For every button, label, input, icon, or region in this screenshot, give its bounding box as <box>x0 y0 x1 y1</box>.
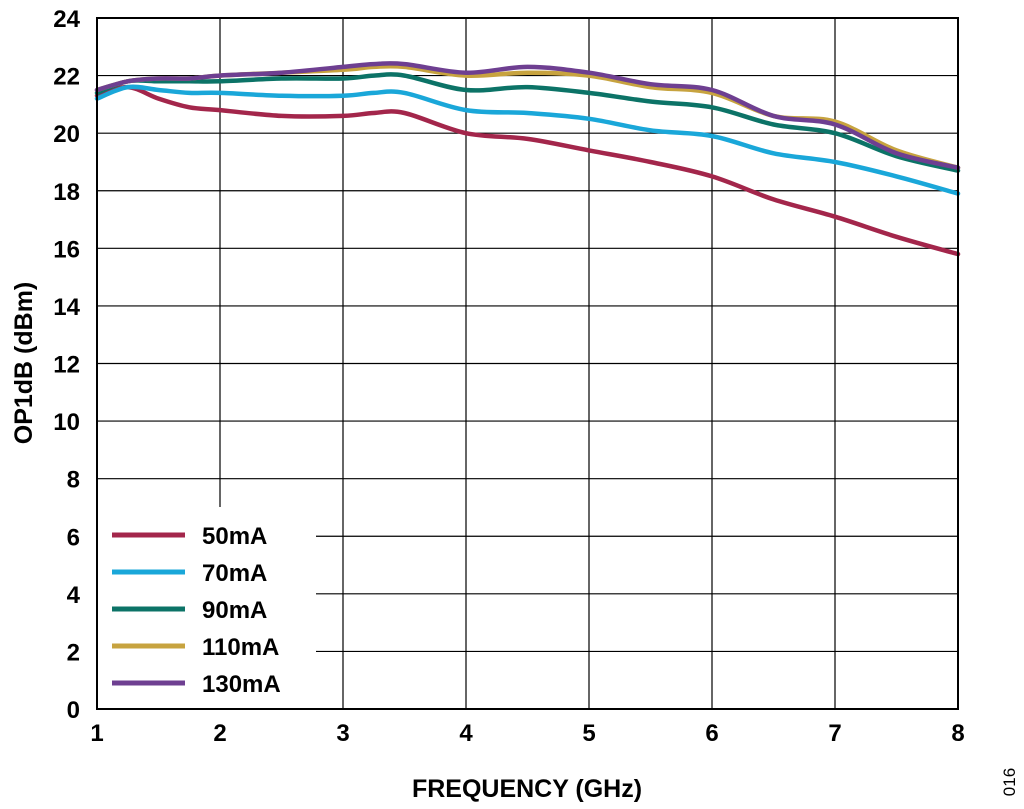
legend: 50mA 70mA 90mA 110mA 130mA <box>98 507 316 708</box>
series-line-90mA <box>94 72 961 173</box>
legend-label: 90mA <box>202 597 267 624</box>
y-tick-label: 2 <box>67 639 80 666</box>
y-tick-label: 6 <box>67 524 80 551</box>
y-tick-label: 16 <box>53 236 80 263</box>
y-tick-label: 0 <box>67 697 80 724</box>
y-tick-label: 14 <box>53 294 80 321</box>
legend-label: 70mA <box>202 560 267 587</box>
x-tick-label: 2 <box>213 720 226 747</box>
x-tick-label: 4 <box>459 720 473 747</box>
y-tick-label: 8 <box>67 467 80 494</box>
y-tick-label: 4 <box>67 582 81 609</box>
x-tick-label: 1 <box>90 720 103 747</box>
data-series <box>94 61 961 257</box>
x-tick-label: 6 <box>705 720 718 747</box>
y-tick-label: 18 <box>53 179 80 206</box>
series-line-70mA <box>94 84 961 196</box>
y-tick-label: 10 <box>53 409 80 436</box>
y-tick-label: 12 <box>53 352 80 379</box>
legend-label: 110mA <box>202 634 279 661</box>
legend-label: 130mA <box>202 671 281 698</box>
y-tick-label: 24 <box>53 6 80 33</box>
x-tick-labels: 1 2 3 4 5 6 7 8 <box>90 720 964 747</box>
x-tick-label: 7 <box>828 720 841 747</box>
series-line-50mA <box>94 84 961 257</box>
legend-label: 50mA <box>202 523 267 550</box>
y-axis-title: OP1dB (dBm) <box>10 282 38 445</box>
x-axis-title: FREQUENCY (GHz) <box>412 775 642 803</box>
y-tick-label: 20 <box>53 121 80 148</box>
series-line-130mA <box>94 61 961 170</box>
y-tick-label: 22 <box>53 64 80 91</box>
x-tick-label: 5 <box>582 720 595 747</box>
plot-frame <box>96 17 959 710</box>
x-tick-label: 3 <box>336 720 349 747</box>
figure-id: 016 <box>1000 768 1019 796</box>
x-tick-label: 8 <box>951 720 964 747</box>
